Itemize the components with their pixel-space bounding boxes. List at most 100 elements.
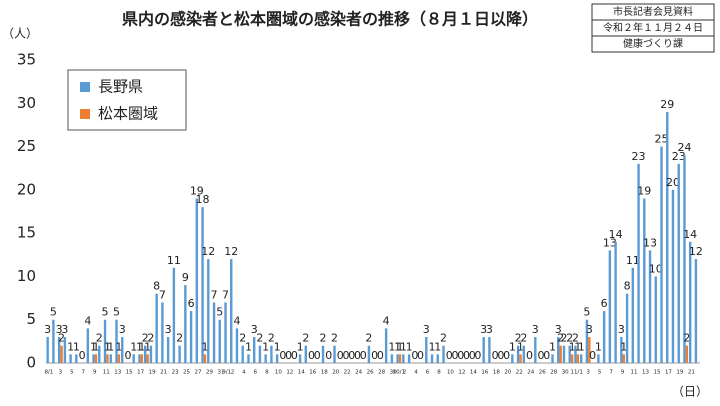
value-label: 2 <box>560 332 567 345</box>
value-label: 3 <box>618 323 625 336</box>
x-tick-label: 9 <box>621 370 625 376</box>
bar <box>92 354 95 363</box>
bar <box>519 354 522 363</box>
value-label: 12 <box>224 245 238 258</box>
x-tick-label: 9 <box>93 370 97 376</box>
y-tick-label: 30 <box>17 94 36 112</box>
bar <box>258 345 262 363</box>
value-label: 1 <box>509 340 516 353</box>
value-label: 13 <box>643 236 657 249</box>
y-tick-label: 25 <box>17 137 36 155</box>
bar <box>488 337 491 363</box>
value-label: 1 <box>201 340 208 353</box>
x-tick-label: 20 <box>504 370 511 376</box>
bar <box>570 354 574 363</box>
value-label: 0 <box>337 349 344 362</box>
bar <box>585 319 589 363</box>
bar <box>622 354 625 363</box>
bar <box>384 328 388 363</box>
x-tick-label: 26 <box>539 370 546 376</box>
bar <box>241 345 244 363</box>
legend-box <box>67 69 187 131</box>
value-label: 1 <box>595 340 602 353</box>
bar <box>86 328 90 363</box>
value-label: 0 <box>446 349 453 362</box>
value-label: 1 <box>90 340 97 353</box>
value-label: 2 <box>320 332 327 345</box>
x-tick-label: 30 <box>390 370 397 376</box>
bar <box>522 345 526 363</box>
bar <box>218 319 221 363</box>
value-label: 19 <box>190 185 204 198</box>
value-label: 0 <box>348 349 355 362</box>
bar <box>270 345 273 363</box>
bar <box>201 207 204 363</box>
bar <box>203 354 207 363</box>
value-label: 2 <box>520 332 527 345</box>
value-label: 23 <box>672 150 686 163</box>
bar <box>402 354 405 363</box>
value-label: 0 <box>497 349 504 362</box>
x-tick-label: 3 <box>59 370 63 376</box>
bar <box>643 198 646 363</box>
bar <box>511 354 514 363</box>
value-label: 3 <box>586 323 593 336</box>
y-axis-label: （人） <box>2 27 38 41</box>
x-tick-label: 12 <box>286 370 293 376</box>
legend-label: 松本圏域 <box>98 105 158 123</box>
value-label: 1 <box>274 340 281 353</box>
value-label: 0 <box>474 349 481 362</box>
value-label: 12 <box>689 245 703 258</box>
value-label: 1 <box>262 340 269 353</box>
value-label: 8 <box>153 280 160 293</box>
x-tick-label: 2 <box>403 370 407 376</box>
value-label: 1 <box>245 340 252 353</box>
x-tick-label: 24 <box>355 370 362 376</box>
chart-title: 県内の感染者と松本圏域の感染者の推移（８月１日以降） <box>122 10 538 29</box>
value-label: 0 <box>463 349 470 362</box>
value-label: 0 <box>342 349 349 362</box>
bar <box>224 302 227 363</box>
bar <box>94 354 98 363</box>
x-tick-label: 18 <box>493 370 500 376</box>
value-label: 0 <box>354 349 361 362</box>
bar <box>138 354 141 363</box>
value-label: 1 <box>130 340 137 353</box>
value-label: 20 <box>666 176 680 189</box>
x-tick-label: 10/1 <box>393 370 405 376</box>
x-tick-label: 3 <box>586 370 590 376</box>
bar <box>407 354 411 363</box>
bar <box>688 241 692 363</box>
value-label: 2 <box>557 332 564 345</box>
bar <box>648 250 652 363</box>
value-label: 0 <box>279 349 286 362</box>
x-tick-label: 9/1 <box>222 370 231 376</box>
value-label: 0 <box>526 349 533 362</box>
bar <box>46 337 49 363</box>
value-label: 5 <box>113 306 120 319</box>
value-label: 5 <box>216 306 223 319</box>
bar <box>212 302 216 363</box>
x-tick-label: 11/1 <box>570 370 582 376</box>
value-label: 1 <box>107 340 114 353</box>
x-tick-label: 30 <box>562 370 569 376</box>
x-tick-label: 27 <box>195 370 202 376</box>
bar <box>60 345 63 363</box>
x-tick-label: 29 <box>206 370 213 376</box>
value-label: 1 <box>517 340 524 353</box>
bar <box>602 311 606 363</box>
value-label: 4 <box>233 314 240 327</box>
bar <box>298 354 302 363</box>
value-label: 18 <box>196 193 210 206</box>
x-tick-label: 19 <box>676 370 683 376</box>
value-label: 0 <box>325 349 332 362</box>
value-label: 0 <box>285 349 292 362</box>
bar <box>304 345 308 363</box>
value-label: 2 <box>58 332 65 345</box>
value-label: 0 <box>314 349 321 362</box>
bar <box>252 337 256 363</box>
value-label: 1 <box>138 340 145 353</box>
value-label: 11 <box>167 254 181 267</box>
legend-swatch <box>80 109 90 119</box>
note-text: 令和２年１１月２４日 <box>603 21 703 34</box>
